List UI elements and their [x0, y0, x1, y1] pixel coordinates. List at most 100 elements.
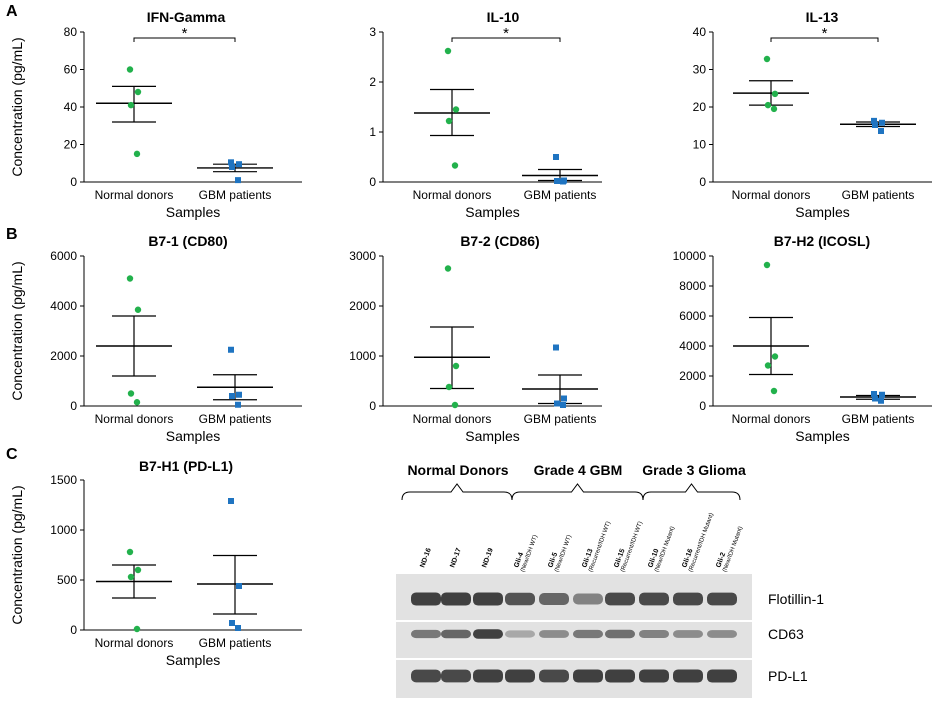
point-normal [134, 306, 142, 313]
y-tick-label: 40 [64, 100, 78, 114]
blot-band [639, 592, 669, 606]
point-normal [763, 55, 771, 63]
lane-id: Gli-5 [547, 552, 559, 569]
blot-band [605, 629, 635, 639]
y-tick-label: 3 [369, 25, 376, 39]
point-gbm [553, 154, 559, 160]
point-normal [127, 390, 135, 397]
y-tick-label: 10000 [673, 249, 707, 263]
y-tick-label: 0 [70, 623, 77, 637]
point-normal [770, 387, 778, 395]
chart-title: IFN-Gamma [147, 9, 226, 25]
lane-label: Gli-16(Recurrent/IDH Mutant) [681, 512, 715, 573]
x-axis-label: Samples [795, 428, 849, 444]
blot-band [505, 592, 535, 606]
point-normal [771, 353, 779, 360]
significance-bracket [451, 37, 561, 42]
y-tick-label: 0 [699, 175, 706, 189]
blot-band [473, 592, 503, 606]
x-axis-label: Samples [465, 428, 519, 444]
blot-band [707, 592, 737, 606]
blot-strip [396, 660, 752, 698]
x-axis-label: Samples [166, 428, 220, 444]
chart-b7-h2: B7-H2 (ICOSL) 0 2000 4000 6000 8000 10000 Norma… [673, 233, 932, 444]
x-axis-label: Samples [166, 652, 220, 668]
y-tick-label: 1500 [50, 473, 77, 487]
blot-band [605, 669, 635, 683]
y-tick-label: 10 [693, 138, 707, 152]
point-normal [771, 90, 779, 98]
blot-band [473, 669, 503, 683]
western-blot: Normal Donors Grade 4 GBM Grade 3 Glioma ND… [396, 462, 824, 698]
y-axis-label: Concentration (pg/mL) [9, 485, 25, 624]
y-tick-label: 30 [693, 63, 707, 77]
blot-band [441, 592, 471, 606]
lane-subtitle: (New/IDH Mutant) [722, 526, 744, 573]
y-tick-label: 0 [70, 399, 77, 413]
blot-band [539, 593, 569, 605]
blot-band [573, 629, 603, 639]
blot-group-bracket [401, 483, 513, 501]
x-tick-label: GBM patients [199, 412, 272, 426]
x-tick-label: Normal donors [95, 636, 174, 650]
x-tick-label: Normal donors [732, 412, 811, 426]
lane-label: ND-17 [449, 547, 463, 569]
y-tick-label: 20 [64, 138, 78, 152]
x-tick-label: GBM patients [524, 412, 597, 426]
lane-label: ND-16 [419, 547, 433, 569]
x-tick-label: Normal donors [413, 188, 492, 202]
y-tick-label: 0 [369, 399, 376, 413]
blot-band [707, 669, 737, 683]
point-gbm [236, 391, 242, 398]
point-gbm [872, 395, 878, 402]
blot-group-label: Grade 3 Glioma [642, 462, 746, 478]
point-gbm [871, 391, 877, 397]
lane-label: ND-19 [481, 547, 495, 569]
blot-band [639, 669, 669, 683]
chart-il-13: IL-13 0 10 20 30 40 Normal donors GBM patients S… [693, 9, 932, 220]
x-tick-label: GBM patients [842, 412, 915, 426]
y-tick-label: 60 [64, 63, 78, 77]
point-normal [763, 261, 771, 269]
lane-subtitle: (Recurrent/IDH WT) [620, 521, 644, 573]
blot-band [473, 629, 503, 639]
chart-b7-1: B7-1 (CD80) 0 2000 4000 6000 Normal donors GBM… [9, 233, 302, 444]
point-normal [444, 47, 452, 55]
significance-star: * [822, 25, 828, 42]
y-tick-label: 2000 [349, 299, 376, 313]
point-gbm [554, 178, 560, 184]
chart-title: B7-H1 (PD-L1) [139, 458, 233, 474]
y-tick-label: 3000 [349, 249, 376, 263]
point-normal [133, 150, 141, 158]
point-gbm [229, 164, 235, 170]
panel-label-c: C [6, 446, 18, 463]
blot-band-label: CD63 [768, 626, 804, 642]
lane-label: Gli-13(Recurrent/IDH WT) [581, 521, 612, 573]
point-gbm [236, 583, 242, 589]
point-normal [445, 117, 453, 125]
point-gbm [229, 393, 235, 399]
blot-band [673, 669, 703, 683]
blot-band [639, 630, 669, 638]
point-normal [764, 362, 772, 369]
point-gbm [561, 395, 567, 402]
x-axis-label: Samples [465, 204, 519, 220]
point-normal [452, 362, 460, 370]
lane-label: Gli-5(New/IDH WT) [547, 534, 573, 573]
lane-label: Gli-4(New/IDH WT) [513, 534, 539, 573]
y-tick-label: 40 [693, 25, 707, 39]
blot-band [441, 629, 471, 639]
panel-label-a: A [6, 3, 18, 20]
significance-star: * [503, 25, 509, 42]
y-tick-label: 1 [369, 125, 376, 139]
point-gbm [553, 344, 559, 351]
lane-subtitle: (Recurrent/IDH WT) [588, 521, 612, 573]
point-normal [452, 106, 460, 113]
y-tick-label: 1000 [349, 349, 376, 363]
point-gbm [560, 402, 566, 408]
y-axis-label: Concentration (pg/mL) [9, 37, 25, 176]
y-tick-label: 2000 [679, 369, 706, 383]
lane-subtitle: (Recurrent/IDH Mutant) [688, 512, 715, 573]
blot-band [441, 669, 471, 683]
